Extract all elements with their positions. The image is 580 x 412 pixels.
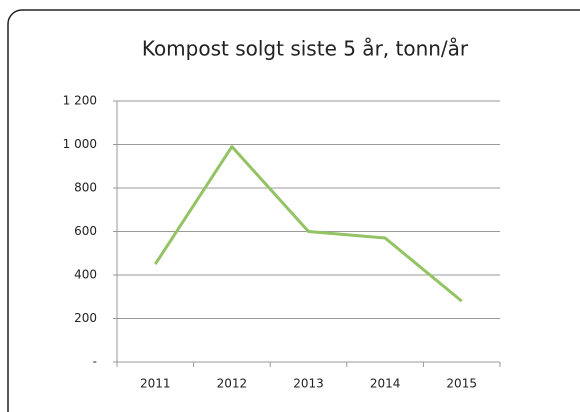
x-tick-label: 2011 [140, 377, 171, 391]
x-tick-label: 2015 [446, 377, 477, 391]
x-tick-label: 2013 [293, 377, 324, 391]
y-tick-label: 600 [74, 224, 97, 238]
y-tick-label: 1 200 [63, 94, 97, 108]
y-tick-label: - [93, 355, 97, 369]
x-tick-label: 2012 [217, 377, 248, 391]
y-tick-label: 200 [74, 311, 97, 325]
y-tick-label: 1 000 [63, 137, 97, 151]
chart-title: Kompost solgt siste 5 år, tonn/år [142, 37, 469, 61]
y-tick-label: 400 [74, 268, 97, 282]
y-tick-label: 800 [74, 181, 97, 195]
x-tick-label: 2014 [370, 377, 401, 391]
frame [7, 9, 580, 412]
data-line [154, 145, 463, 303]
